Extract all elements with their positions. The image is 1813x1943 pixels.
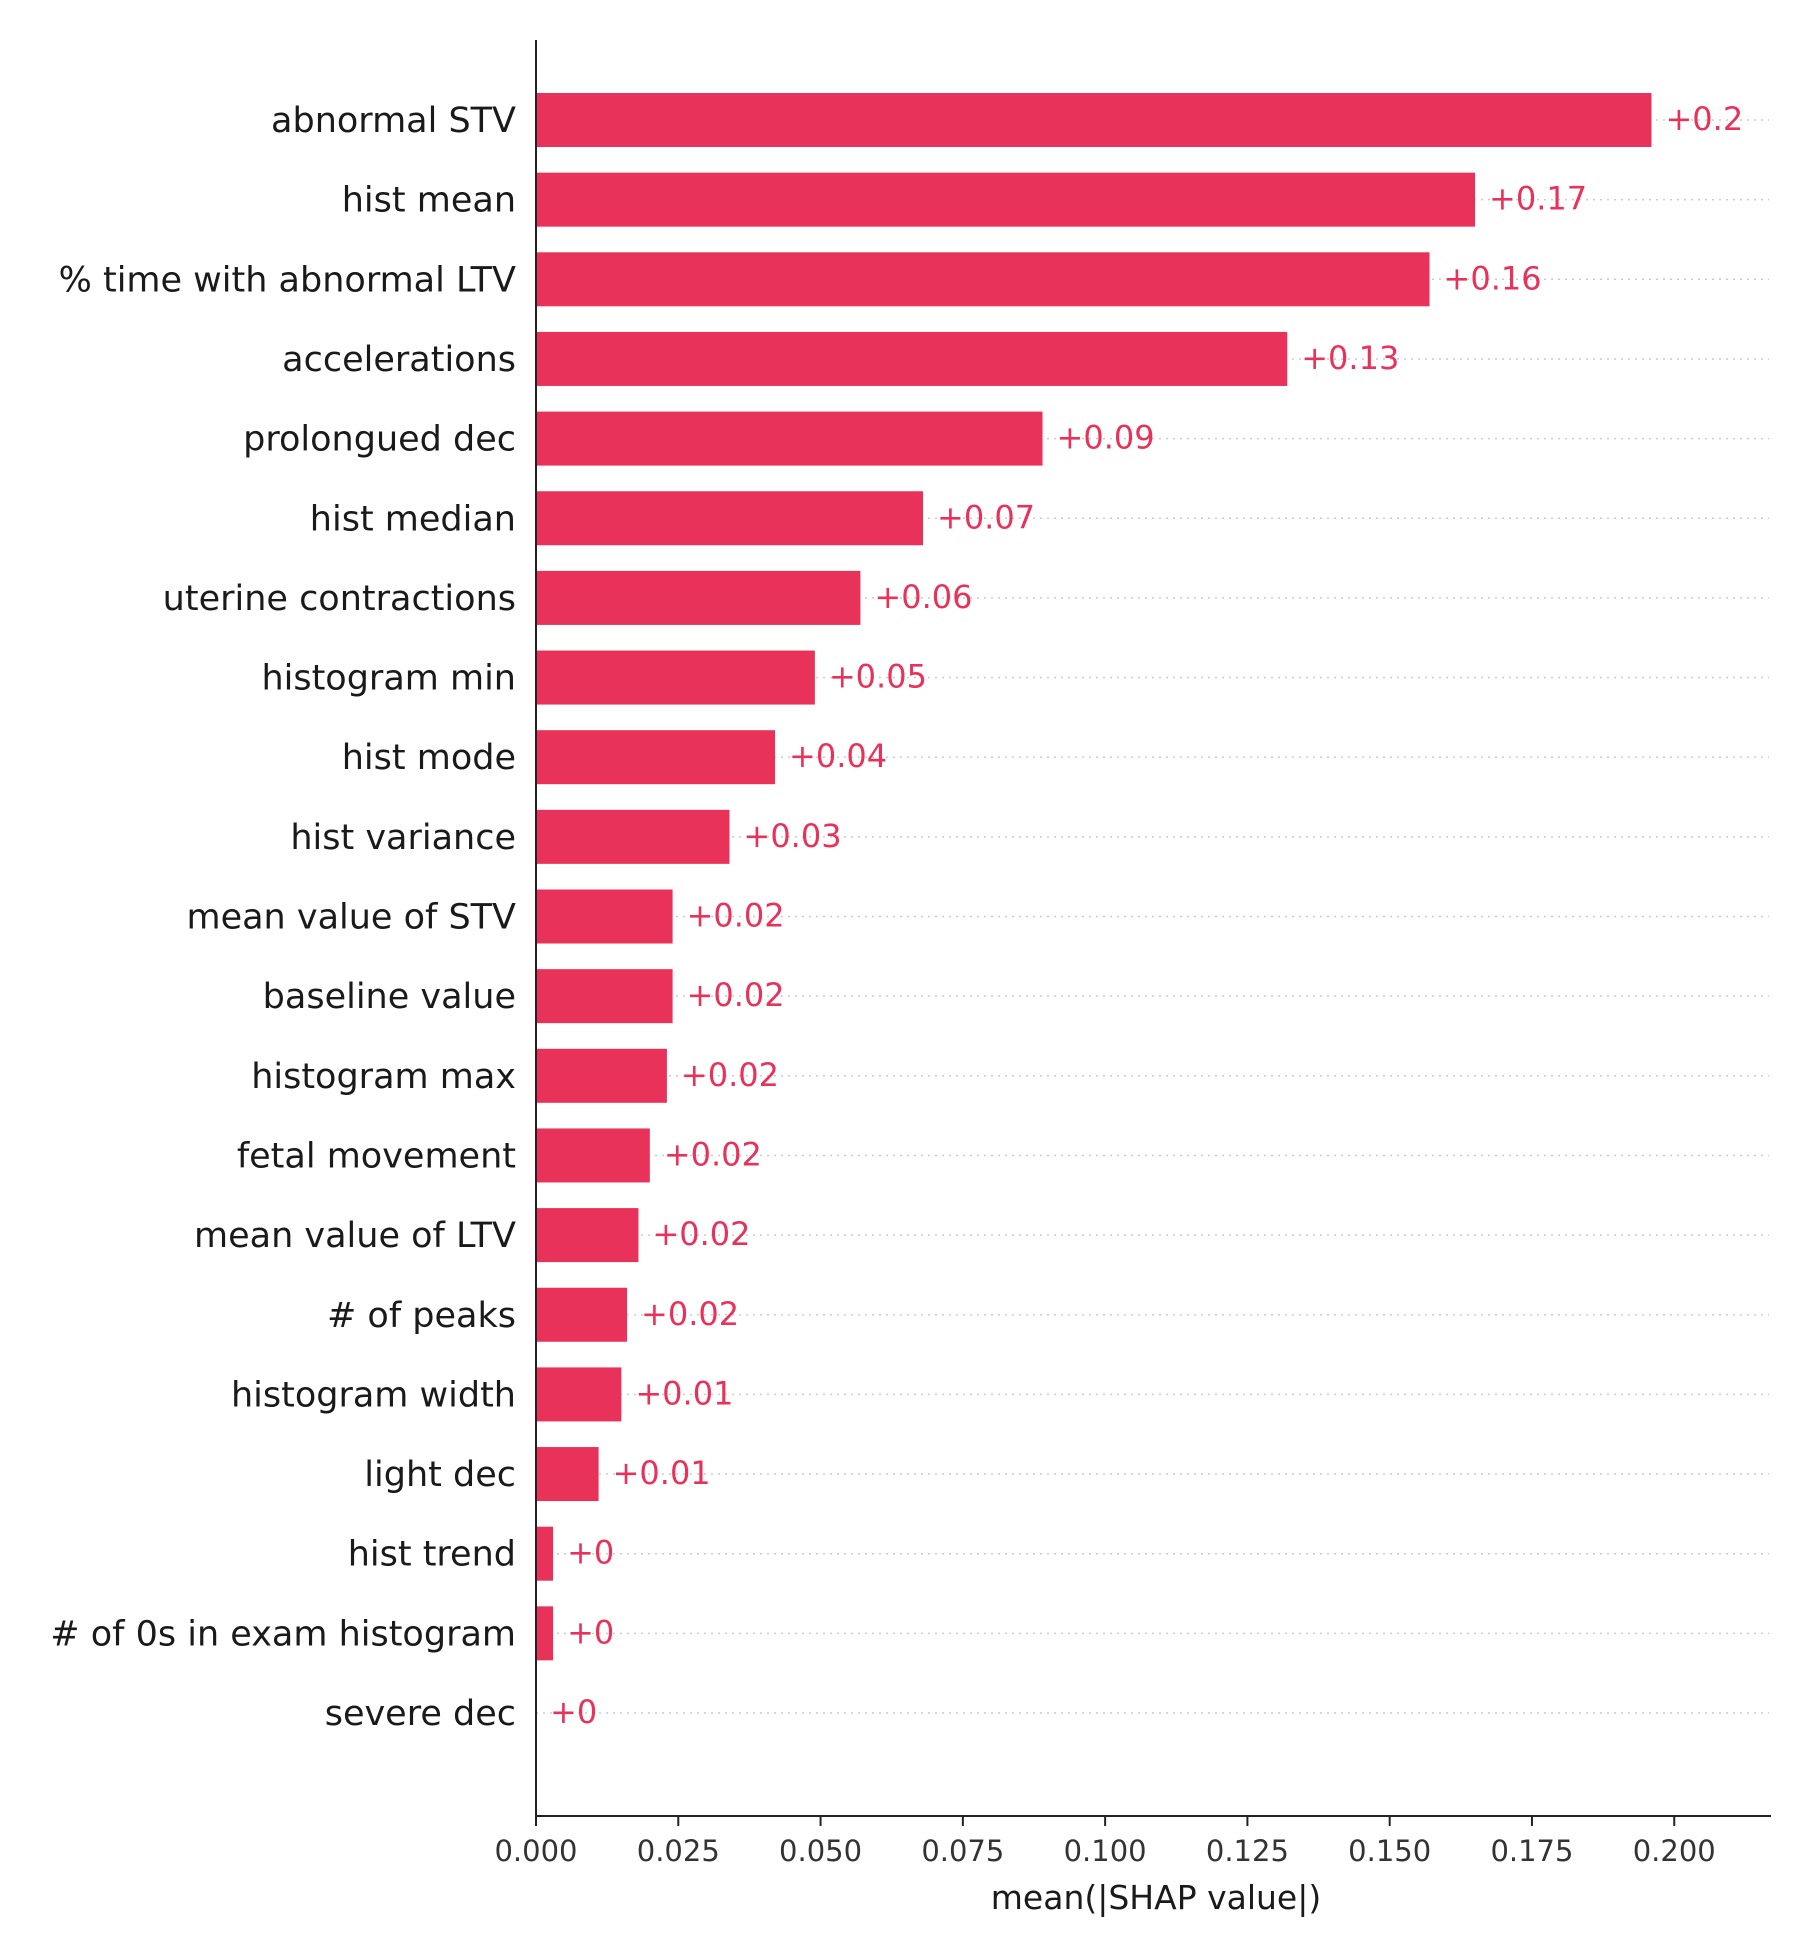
bar-8: [536, 730, 776, 785]
value-label: +0.2: [1665, 100, 1743, 138]
axes: 0.000 0.025 0.050 0.075 0.100 0.125 0.150 0.175…: [494, 40, 1771, 1868]
value-label: +0.07: [937, 498, 1035, 536]
category-label: % time with abnormal LTV: [59, 260, 516, 300]
category-label: hist mode: [342, 738, 516, 778]
value-labels: +0.2 +0.17 +0.16 +0.13 +0.09 +0.07 +0.06 +0.05 +…: [550, 100, 1743, 1731]
category-label: light dec: [364, 1455, 516, 1495]
bar-5: [536, 491, 924, 546]
value-label: +0.13: [1301, 339, 1399, 377]
value-label: +0: [567, 1534, 614, 1572]
bar-16: [536, 1367, 622, 1422]
value-label: +0.02: [687, 976, 785, 1014]
x-tick-label: 0.075: [921, 1834, 1004, 1868]
bar-18: [536, 1526, 554, 1581]
bar-4: [536, 411, 1043, 466]
value-label: +0.02: [664, 1135, 762, 1173]
category-label: severe dec: [325, 1694, 516, 1734]
category-labels: abnormal STV hist mean % time with abnorma…: [50, 101, 516, 1734]
x-tick-label: 0.025: [637, 1834, 720, 1868]
value-label: +0.02: [652, 1215, 750, 1253]
category-label: histogram min: [261, 659, 516, 699]
category-label: baseline value: [263, 977, 516, 1017]
bar-11: [536, 969, 673, 1024]
category-label: hist median: [310, 499, 516, 539]
value-label: +0.01: [635, 1374, 733, 1412]
bar-9: [536, 809, 730, 864]
category-label: fetal movement: [237, 1136, 516, 1176]
bar-13: [536, 1128, 650, 1183]
bar-0: [536, 93, 1652, 147]
value-label: +0.16: [1444, 259, 1542, 297]
bar-14: [536, 1208, 639, 1263]
category-label: mean value of STV: [186, 898, 516, 938]
category-label: hist trend: [348, 1535, 516, 1575]
bar-7: [536, 650, 815, 705]
bar-17: [536, 1447, 599, 1502]
x-tick-label: 0.175: [1490, 1834, 1573, 1868]
bar-6: [536, 570, 861, 625]
category-label: # of peaks: [327, 1296, 516, 1336]
x-tick-label: 0.125: [1206, 1834, 1289, 1868]
value-label: +0.03: [744, 817, 842, 855]
bar-1: [536, 172, 1476, 227]
bar-15: [536, 1287, 628, 1342]
value-label: +0.04: [789, 737, 887, 775]
category-label: # of 0s in exam histogram: [50, 1614, 516, 1654]
value-label: +0.01: [613, 1454, 711, 1492]
x-tick-label: 0.100: [1064, 1834, 1147, 1868]
category-label: histogram max: [251, 1057, 516, 1097]
x-tick-label: 0.000: [494, 1834, 577, 1868]
value-label: +0.17: [1489, 180, 1587, 218]
x-tick-label: 0.200: [1633, 1834, 1716, 1868]
category-label: uterine contractions: [163, 579, 516, 619]
category-label: hist mean: [342, 181, 516, 221]
value-label: +0: [550, 1693, 597, 1731]
bar-10: [536, 889, 673, 944]
bars: [536, 93, 1652, 1661]
x-tick-label: 0.150: [1348, 1834, 1431, 1868]
bar-3: [536, 331, 1288, 386]
category-label: prolongued dec: [243, 420, 516, 460]
value-label: +0: [567, 1613, 614, 1651]
bar-12: [536, 1048, 667, 1103]
value-label: +0.09: [1057, 419, 1155, 457]
x-tick-label: 0.050: [779, 1834, 862, 1868]
category-label: hist variance: [290, 818, 516, 858]
x-axis-label: mean(|SHAP value|): [991, 1878, 1321, 1917]
category-label: histogram width: [231, 1375, 516, 1415]
value-label: +0.05: [829, 658, 927, 696]
value-label: +0.02: [687, 897, 785, 935]
bar-19: [536, 1606, 554, 1661]
category-label: accelerations: [282, 340, 516, 380]
category-label: mean value of LTV: [194, 1216, 516, 1256]
bar-2: [536, 252, 1430, 307]
value-label: +0.06: [874, 578, 972, 616]
category-label: abnormal STV: [271, 101, 516, 141]
value-label: +0.02: [681, 1056, 779, 1094]
value-label: +0.02: [641, 1295, 739, 1333]
